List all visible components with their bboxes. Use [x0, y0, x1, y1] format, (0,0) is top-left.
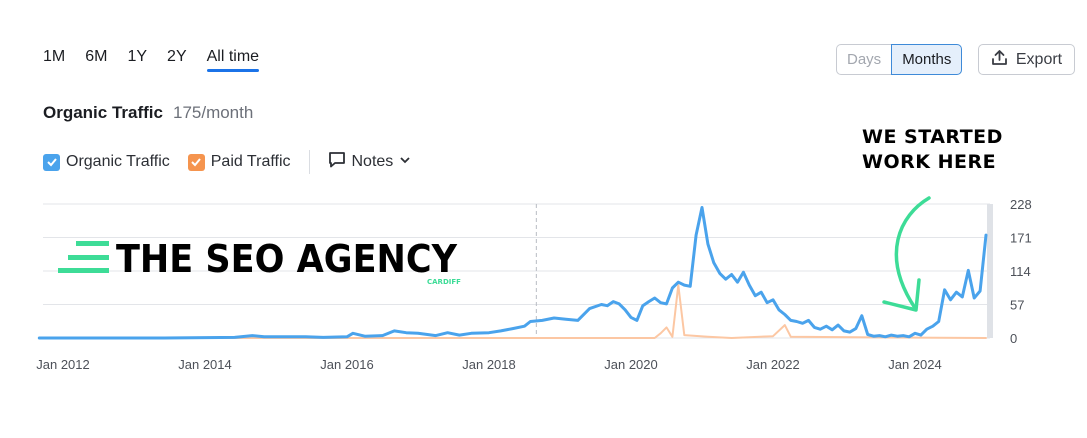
range-tab-1y[interactable]: 1Y: [127, 48, 148, 65]
x-tick-label: Jan 2012: [36, 357, 90, 372]
current-period-band: [987, 204, 993, 338]
logo-bar: [76, 241, 109, 246]
checkbox-checked-icon[interactable]: [43, 153, 60, 171]
paid-traffic-line: [38, 284, 987, 339]
y-tick-label: 0: [1010, 331, 1017, 346]
range-tab-all-time[interactable]: All time: [206, 48, 260, 72]
x-tick-label: Jan 2016: [320, 357, 374, 372]
y-tick-label: 57: [1010, 298, 1024, 313]
range-tab-2y[interactable]: 2Y: [167, 48, 187, 65]
export-label: Export: [1015, 50, 1063, 68]
range-tab-6m[interactable]: 6M: [85, 48, 108, 65]
x-tick-label: Jan 2020: [604, 357, 658, 372]
x-tick-label: Jan 2024: [888, 357, 942, 372]
logo-bar: [58, 268, 109, 273]
logo-bar: [68, 255, 109, 260]
logo-text: THE SEO AGENCY: [116, 237, 457, 281]
chevron-down-icon: [399, 153, 411, 171]
legend-divider: [308, 150, 310, 174]
x-tick-label: Jan 2014: [178, 357, 232, 372]
legend-paid-label: Paid Traffic: [210, 153, 291, 170]
organic-traffic-line: [37, 206, 988, 340]
annotation-text: WE STARTED WORK HERE: [862, 125, 1003, 175]
export-button[interactable]: Export: [978, 44, 1075, 75]
y-tick-label: 114: [1010, 264, 1031, 279]
range-tab-1m[interactable]: 1M: [43, 48, 66, 65]
annotation-line-1: WE STARTED: [862, 126, 1003, 148]
checkbox-checked-icon[interactable]: [187, 153, 205, 171]
upload-icon: [991, 49, 1008, 71]
metric-title: Organic Traffic: [43, 103, 163, 122]
legend-paid[interactable]: Paid Traffic: [187, 153, 291, 171]
legend-organic-label: Organic Traffic: [66, 153, 170, 170]
granularity-toggle: Days Months: [836, 44, 963, 75]
metric-header: Organic Traffic 175/month: [43, 103, 253, 123]
range-tabs: 1M 6M 1Y 2Y All time: [43, 48, 279, 72]
comment-icon: [328, 151, 346, 174]
legend-organic[interactable]: Organic Traffic: [43, 153, 170, 171]
metric-value: 175/month: [172, 103, 254, 122]
x-tick-label: Jan 2018: [462, 357, 516, 372]
logo-subtext: CARDIFF: [427, 278, 461, 286]
x-tick-label: Jan 2022: [746, 357, 800, 372]
y-tick-label: 171: [1010, 231, 1032, 246]
legend: Organic Traffic Paid Traffic Notes: [43, 150, 411, 174]
y-tick-label: 228: [1010, 197, 1032, 212]
notes-dropdown[interactable]: Notes: [328, 151, 412, 174]
annotation-line-2: WORK HERE: [862, 151, 997, 173]
arrow-icon: [894, 196, 931, 310]
notes-label: Notes: [351, 153, 394, 170]
days-button[interactable]: Days: [836, 44, 892, 75]
arrow-head-icon: [882, 278, 921, 312]
months-button[interactable]: Months: [891, 44, 963, 75]
